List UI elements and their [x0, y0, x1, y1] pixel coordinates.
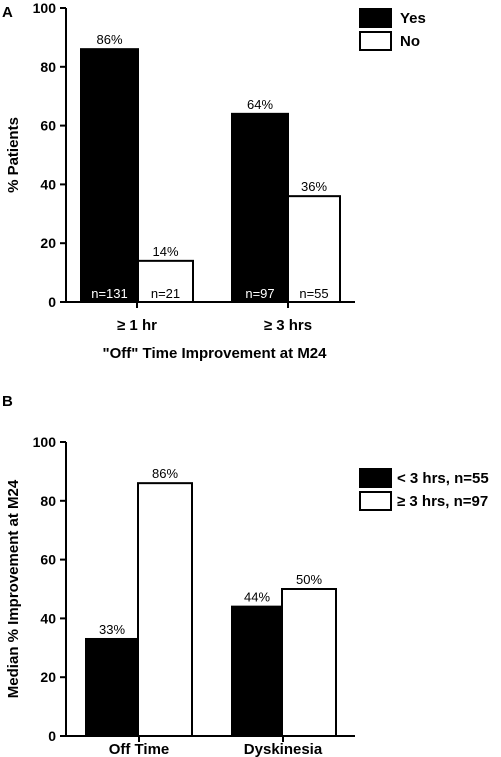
panel-a-bar-a-2 — [231, 112, 289, 303]
panel-a-bar-label-a-2: 64% — [247, 97, 273, 112]
panel-b-bar-label-b-2: 50% — [296, 572, 322, 587]
panel-b-legend-label-2: ≥ 3 hrs, n=97 — [397, 493, 488, 510]
panel-a-legend-swatch-2 — [359, 31, 392, 51]
panel-a-legend-label-1: Yes — [400, 10, 426, 27]
panel-a-n-label-a-1: n=131 — [91, 286, 128, 301]
panel-b-letter: B — [2, 393, 13, 410]
panel-a-legend-label-2: No — [400, 33, 420, 50]
panel-b-bar-label-a-1: 33% — [99, 622, 125, 637]
panel-a-y-tick-label-80: 80 — [40, 59, 56, 75]
panel-a-bar-a-1 — [80, 48, 139, 303]
panel-a-n-label-b-1: n=21 — [151, 286, 180, 301]
panel-a-n-label-a-2: n=97 — [245, 286, 274, 301]
panel-a-n-label-b-2: n=55 — [299, 286, 328, 301]
panel-b-category-label-2: Dyskinesia — [244, 741, 323, 757]
panel-b-y-tick-label-80: 80 — [40, 493, 56, 509]
panel-b-y-tick-label-40: 40 — [40, 610, 56, 626]
panel-a-y-tick-label-40: 40 — [40, 176, 56, 192]
panel-a-y-tick-label-100: 100 — [33, 0, 57, 16]
panel-b-y-tick-label-100: 100 — [33, 434, 57, 450]
panel-b-y-tick-label-60: 60 — [40, 552, 56, 568]
panel-b-bar-b-1 — [137, 482, 193, 737]
panel-a-letter: A — [2, 4, 13, 21]
panel-b-category-label-1: Off Time — [109, 741, 170, 757]
panel-a-bar-b-2 — [287, 195, 341, 303]
panel-b-legend-swatch-1 — [359, 468, 392, 488]
panel-b-legend-swatch-2 — [359, 491, 392, 511]
panel-a-category-label-2: ≥ 3 hrs — [264, 317, 312, 334]
panel-b-y-tick-label-20: 20 — [40, 669, 56, 685]
panel-a-legend-swatch-1 — [359, 8, 392, 28]
panel-a-y-tick-label-60: 60 — [40, 118, 56, 134]
panel-b-bar-label-b-1: 86% — [152, 466, 178, 481]
panel-a-bar-label-a-1: 86% — [96, 32, 122, 47]
panel-a-category-label-1: ≥ 1 hr — [117, 317, 157, 334]
panel-b-bar-b-2 — [281, 588, 337, 737]
panel-b-bar-a-1 — [85, 637, 139, 737]
panel-a-bar-label-b-1: 14% — [152, 244, 178, 259]
panel-a-y-tick-label-0: 0 — [48, 294, 56, 310]
panel-a-bar-label-b-2: 36% — [301, 179, 327, 194]
panel-b-y-tick-label-0: 0 — [48, 728, 56, 744]
panel-a-y-tick-label-20: 20 — [40, 235, 56, 251]
panel-b-y-axis-title: Median % Improvement at M24 — [5, 479, 22, 698]
panel-b-bar-a-2 — [231, 605, 283, 738]
panel-b-legend-label-1: < 3 hrs, n=55 — [397, 470, 489, 487]
panel-a-y-axis-title: % Patients — [5, 117, 22, 193]
panel-b-bar-label-a-2: 44% — [244, 590, 270, 605]
panel-a-x-axis-title: "Off" Time Improvement at M24 — [103, 345, 328, 362]
